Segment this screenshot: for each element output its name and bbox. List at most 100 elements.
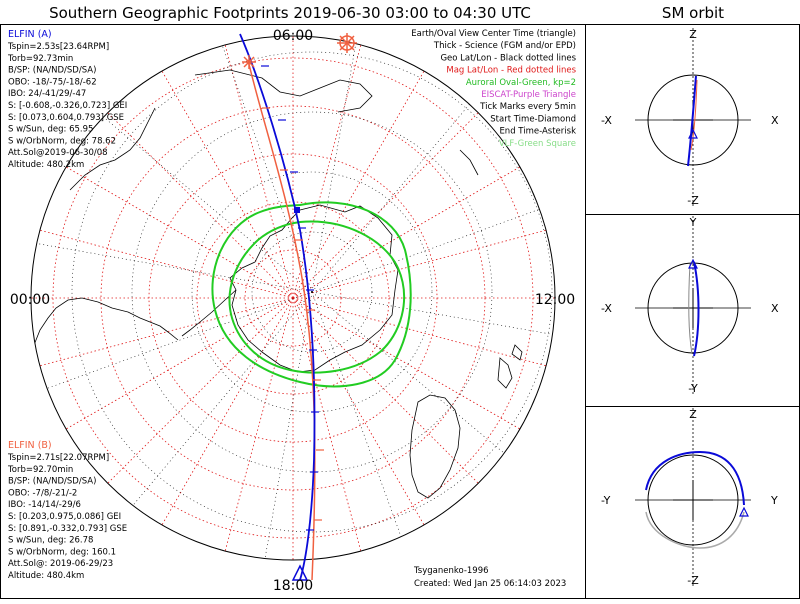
legend-item: VLF-Green Square	[499, 139, 576, 149]
legend-item: End Time-Asterisk	[499, 127, 576, 137]
elfin-b-info: ELFIN (B) Tspin=2.71s[22.07RPM] Torb=92.7…	[7, 440, 127, 581]
misc-coastline	[194, 69, 479, 176]
geo-lat-circle	[71, 51, 553, 533]
legend-item: Start Time-Diamond	[490, 114, 576, 124]
australia-coastline	[409, 394, 461, 499]
elfin-b-info-line: B/SP: (NA/ND/SD/SA)	[8, 477, 96, 487]
sm-axis-label-left: -Y	[601, 494, 611, 507]
elfin-a-track	[239, 33, 316, 581]
coastlines	[31, 69, 523, 499]
polar-map: 06:00 00:00 12:00 18:00	[10, 28, 575, 594]
sm-axis-label-right: X	[771, 302, 779, 315]
mag-lon-line	[292, 297, 554, 369]
elfin-a-name: ELFIN (A)	[8, 29, 52, 40]
mag-lon-line	[58, 297, 294, 434]
elfin-a-info: ELFIN (A) Tspin=2.53s[23.64RPM] Torb=92.7…	[7, 29, 127, 170]
mlt-label-left: 00:00	[10, 292, 50, 308]
elfin-a-info-line: S w/Sun, deg: 65.95	[8, 125, 93, 135]
elfin-b-name: ELFIN (B)	[8, 440, 52, 451]
sm1-elfin-b-orbit	[690, 79, 698, 151]
mag-lon-line	[292, 297, 429, 533]
legend-item: Auroral Oval-Green, kp=2	[466, 78, 576, 88]
elfin-b-info-line: S w/OrbNorm, deg: 160.1	[8, 547, 116, 557]
sm2-elfin-a-orbit	[693, 261, 700, 357]
elfin-a-info-line: S: [-0.608,-0.326,0.723] GEI	[8, 101, 127, 111]
elfin-b-tick-marks	[262, 107, 324, 521]
sm-axis-label-right: X	[771, 114, 779, 127]
geo-lon-line	[259, 291, 313, 560]
legend-item: Mag Lat/Lon - Red dotted lines	[446, 66, 576, 76]
sm-axis-label-right: Y	[770, 494, 778, 507]
elfin-b-info-line: OBO: -7/8/-21/-2	[8, 488, 77, 498]
elfin-b-info-line: Torb=92.70min	[7, 465, 73, 475]
page-title: Southern Geographic Footprints 2019-06-3…	[49, 4, 531, 22]
mag-lon-line	[157, 297, 294, 533]
map-outer-circle	[30, 35, 556, 561]
mlt-label-bottom: 18:00	[273, 578, 313, 594]
geo-lat-circle	[131, 111, 493, 473]
geo-lon-line	[31, 239, 313, 293]
legend-item: Thick - Science (FGM and/or EPD)	[433, 41, 576, 51]
elfin-a-info-line: Altitude: 480.2km	[8, 160, 84, 170]
model-label: Tsyganenko-1996	[413, 566, 489, 576]
geo-lat-circle	[251, 231, 373, 353]
elfin-b-info-line: S: [0.203,0.975,0.086] GEI	[8, 512, 121, 522]
elfin-a-info-line: S w/OrbNorm, deg: 78.62	[8, 136, 116, 146]
legend-item: Earth/Oval View Center Time (triangle)	[411, 29, 576, 39]
sm-axis-label-top: Z	[689, 408, 697, 421]
mag-lon-line	[58, 162, 294, 299]
mag-lon-line	[32, 297, 294, 369]
sm-panel-2: Y -Y -X X	[601, 216, 779, 396]
sm-axis-label-bottom: -Z	[687, 194, 699, 207]
elfin-b-info-line: Tspin=2.71s[22.07RPM]	[7, 453, 109, 463]
legend: Earth/Oval View Center Time (triangle) Th…	[411, 29, 576, 149]
elfin-a-science-marker	[294, 207, 300, 213]
elfin-b-info-line: Altitude: 480.4km	[8, 571, 84, 581]
mlt-label-top: 06:00	[273, 28, 313, 44]
sm3-elfin-a-orbit	[645, 450, 745, 506]
elfin-a-info-line: Torb=92.73min	[7, 54, 73, 64]
mag-lon-line	[292, 63, 429, 299]
sm3-elfin-b-orbit	[645, 511, 745, 549]
elfin-b-track	[247, 59, 316, 581]
mag-lon-line	[292, 227, 554, 299]
mag-lon-line	[32, 227, 294, 299]
view-center-marker	[337, 33, 357, 53]
sm2-elfin-b-orbit	[688, 263, 693, 355]
elfin-a-info-line: Att.Sol@2019-06-30/08	[8, 148, 108, 158]
mag-lon-line	[292, 297, 364, 559]
sm-earth-circle	[647, 74, 739, 166]
sm1-triangle-marker	[688, 128, 698, 139]
auroral-oval-inner	[228, 220, 406, 374]
sm-panel-1: Z -Z -X X	[601, 28, 779, 208]
sm-axis-label-bottom: -Y	[688, 382, 698, 395]
elfin-a-info-line: B/SP: (NA/ND/SD/SA)	[8, 66, 96, 76]
geo-lon-line	[31, 291, 313, 395]
legend-item: Geo Lat/Lon - Black dotted lines	[440, 53, 576, 63]
elfin-a-info-line: OBO: -18/-75/-18/-62	[8, 77, 97, 87]
geo-lon-line	[118, 291, 313, 523]
auroral-oval-outer	[211, 201, 412, 388]
elfin-b-info-line: Att.Sol@: 2019-06-29/23	[8, 559, 113, 569]
mlt-label-right: 12:00	[535, 292, 575, 308]
sm-axis-label-left: -X	[601, 114, 612, 127]
elfin-b-info-line: S: [0.891,-0.332,0.793] GSE	[8, 524, 127, 534]
geo-lon-line	[311, 291, 543, 486]
mag-lon-line	[222, 37, 294, 299]
mag-lon-line	[292, 106, 485, 299]
mag-lon-line	[292, 37, 364, 299]
antarctic-peninsula	[181, 289, 237, 337]
legend-item: Tick Marks every 5min	[479, 102, 576, 112]
elfin-a-center-triangle	[291, 564, 309, 581]
mag-lon-line	[101, 297, 294, 490]
elfin-b-end-asterisk	[242, 55, 256, 69]
sm-axis-label-top: Y	[689, 216, 697, 229]
elfin-a-tick-marks	[261, 65, 319, 531]
sm-orbit-panels: Z -Z -X X Y -Y -X X Z -Z -Y Y	[601, 28, 779, 588]
sm-orbit-traces	[645, 75, 749, 549]
created-label: Created: Wed Jan 25 06:14:03 2023	[414, 579, 566, 589]
africa-coastline	[69, 107, 156, 191]
geo-lon-line	[311, 189, 555, 293]
new-zealand-coastline	[497, 344, 523, 389]
